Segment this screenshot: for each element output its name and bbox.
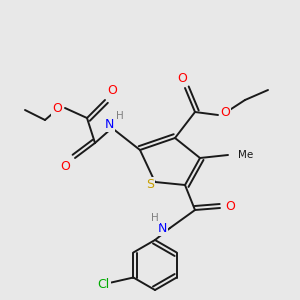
Text: N: N: [157, 221, 167, 235]
Text: N: N: [104, 118, 114, 130]
Text: O: O: [220, 106, 230, 119]
Text: O: O: [107, 83, 117, 97]
Text: H: H: [151, 213, 159, 223]
Text: S: S: [146, 178, 154, 191]
Text: Me: Me: [238, 150, 253, 160]
Text: O: O: [60, 160, 70, 173]
Text: Cl: Cl: [97, 278, 110, 291]
Text: O: O: [52, 101, 62, 115]
Text: H: H: [116, 111, 124, 121]
Text: O: O: [225, 200, 235, 214]
Text: O: O: [177, 71, 187, 85]
